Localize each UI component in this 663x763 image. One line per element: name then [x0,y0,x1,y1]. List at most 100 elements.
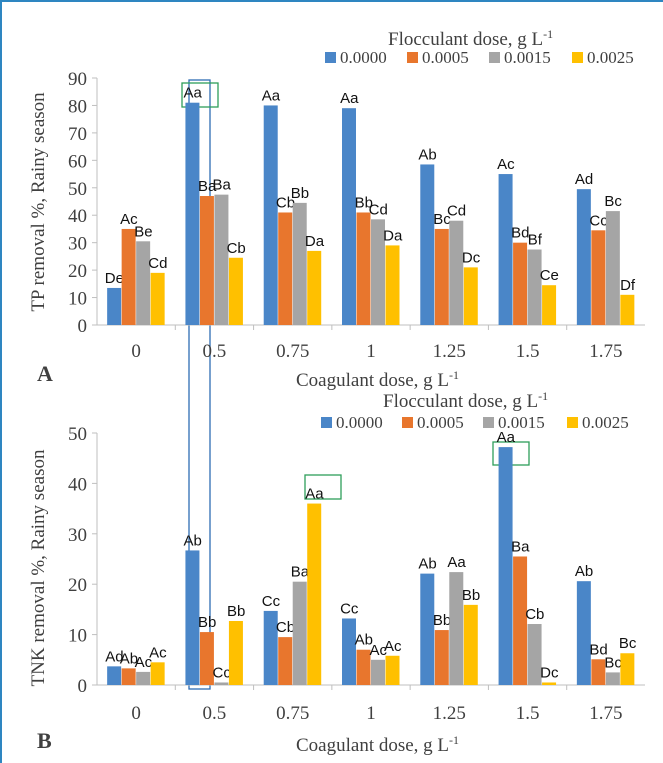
bar-0.0025-1 [385,655,400,685]
bar-0.0000-0 [107,287,122,325]
y-tick-label: 90 [68,69,87,90]
bar-label: Df [620,277,636,294]
bar-0.0015-0.5 [214,682,229,685]
bar-0.0015-0.5 [214,194,229,325]
y-tick-label: 80 [68,96,87,117]
bar-label: De [105,270,124,287]
bar-0.0005-1.25 [434,228,449,325]
bar-label: Bb [433,612,451,629]
legend-label: 0.0005 [422,48,469,67]
bar-0.0005-0.5 [199,632,214,685]
bar-label: Ab [418,556,436,573]
bar-0.0015-1.5 [527,249,542,325]
bar-label: Cd [148,255,167,272]
bar-label: Aa [305,486,324,503]
bar-0.0000-1 [342,108,356,325]
bar-0.0025-1.75 [620,653,635,685]
bar-label: Bf [528,232,543,249]
bar-label: Ac [497,156,515,173]
bar-0.0005-1.5 [513,242,528,325]
bar-0.0015-0.75 [292,202,307,325]
x-tick-label: 0.75 [276,703,309,724]
bar-label: Cc [340,600,359,617]
bar-label: Ba [212,177,231,194]
bar-0.0005-0.75 [278,212,293,325]
bar-label: Cb [276,619,295,636]
bar-0.0000-1.5 [498,174,513,325]
bar-label: Cd [369,201,388,218]
x-tick-label: 1.5 [516,703,540,724]
bar-label: Bb [227,603,245,620]
bar-0.0005-1 [356,212,371,325]
bar-0.0015-1.25 [449,572,464,685]
bar-0.0000-1.5 [498,447,513,685]
x-axis-title-b: Coagulant dose, g L-1 [296,733,459,756]
y-tick-label: 50 [68,424,87,445]
bar-0.0000-0.75 [263,610,278,685]
bar-0.0015-1.5 [527,624,542,685]
bar-0.0015-1 [371,659,385,685]
legend-swatch [321,417,332,428]
highlight-column-0.5 [188,79,211,690]
bar-0.0000-1 [342,618,356,685]
bar-label: Cc [589,212,608,229]
bar-label: Bc [433,211,451,228]
x-tick-label: 1.75 [589,703,622,724]
bar-label: Cd [447,203,466,220]
highlight-box-a-aa [181,82,219,108]
panel-label-a: A [37,361,53,386]
bar-label: Cb [276,194,295,211]
bar-label: Ab [120,650,138,667]
bar-0.0025-0.5 [228,620,243,685]
bar-label: Be [134,223,152,240]
y-tick-label: 40 [68,474,87,495]
bar-label: Aa [262,87,281,104]
bar-0.0025-0.75 [307,250,322,325]
bar-label: Bc [604,193,622,210]
bar-0.0005-0.5 [199,196,214,325]
bar-label: Bd [589,641,607,658]
bar-0.0015-1.25 [449,220,464,325]
bar-label: Ab [355,632,373,649]
y-tick-label: 0 [78,676,88,697]
bar-label: Dc [540,664,559,681]
bar-label: Ba [511,538,530,555]
y-tick-label: 20 [68,575,87,596]
bar-0.0005-1.75 [591,659,606,685]
bar-label: Bc [619,635,637,652]
bar-label: Ab [575,563,593,580]
bar-label: Ac [120,211,138,228]
bar-label: Ba [291,564,310,581]
chart-panel-a: 01020304050607080900DeAcBeCd0.5AaBaBaCb0… [68,48,645,362]
x-tick-label: 1 [366,341,376,362]
bar-label: Aa [183,85,202,102]
bar-0.0025-1.75 [620,294,635,325]
bar-label: Ab [183,532,201,549]
bar-0.0000-1.75 [576,581,591,685]
bar-0.0005-1.5 [513,556,528,685]
bar-0.0025-0.75 [307,503,322,685]
bar-0.0025-1.5 [542,682,557,685]
x-tick-label: 1.25 [433,703,466,724]
y-tick-label: 60 [68,151,87,172]
bar-0.0000-0.5 [185,102,200,325]
bar-label: Ac [384,638,402,655]
bar-label: Bb [198,614,216,631]
x-tick-label: 0.75 [276,341,309,362]
bar-label: Bb [462,587,480,604]
y-tick-label: 10 [68,626,87,647]
bar-0.0000-0.75 [263,105,278,325]
bar-0.0025-0 [150,272,165,325]
bar-label: Bb [291,185,309,202]
bar-0.0015-0 [136,241,151,325]
legend-label: 0.0000 [340,48,387,67]
x-tick-label: 0 [131,703,141,724]
bar-0.0000-1.75 [576,189,591,325]
panel-label-b: B [37,728,52,753]
bar-0.0000-0 [107,666,122,685]
bar-label: Ba [198,178,217,195]
y-tick-label: 0 [78,316,88,337]
bar-0.0025-0 [150,662,165,685]
bar-label: Ce [540,267,559,284]
